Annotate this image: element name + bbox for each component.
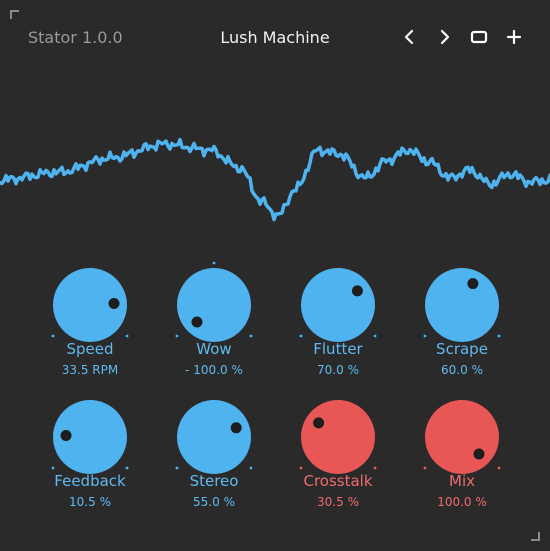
knob-indicator-dot bbox=[191, 316, 203, 328]
knob-indicator-dot bbox=[473, 448, 485, 460]
mix-knob-control[interactable] bbox=[417, 392, 507, 482]
knob-body bbox=[425, 400, 499, 474]
stereo-knob-control[interactable] bbox=[169, 392, 259, 482]
square-icon bbox=[470, 30, 488, 44]
knob-flutter: Flutter 70.0 % bbox=[283, 260, 393, 390]
crosstalk-label: Crosstalk bbox=[303, 472, 373, 490]
chevron-right-icon bbox=[440, 29, 450, 45]
stereo-value: 55.0 % bbox=[193, 495, 235, 509]
chevron-left-icon bbox=[404, 29, 414, 45]
knob-mix: Mix 100.0 % bbox=[407, 392, 517, 522]
next-preset-button[interactable] bbox=[432, 25, 456, 49]
knob-indicator-dot bbox=[467, 278, 479, 290]
feedback-value: 10.5 % bbox=[69, 495, 111, 509]
mix-label: Mix bbox=[449, 472, 475, 490]
knob-indicator-dot bbox=[108, 298, 120, 309]
knob-body bbox=[425, 268, 499, 342]
knob-body bbox=[301, 268, 375, 342]
wow-value: - 100.0 % bbox=[185, 363, 243, 377]
resize-corner-top-left bbox=[10, 10, 19, 19]
knob-scrape: Scrape 60.0 % bbox=[407, 260, 517, 390]
knob-stereo: Stereo 55.0 % bbox=[159, 392, 269, 522]
resize-corner-bottom-right[interactable] bbox=[531, 532, 540, 541]
waveform-display bbox=[0, 137, 550, 222]
knob-wow: Wow - 100.0 % bbox=[159, 260, 269, 390]
knob-max-tick bbox=[249, 334, 253, 338]
window-button[interactable] bbox=[467, 25, 491, 49]
knob-min-tick bbox=[175, 466, 179, 470]
knob-min-tick bbox=[299, 334, 303, 338]
add-preset-button[interactable] bbox=[502, 25, 526, 49]
knob-min-tick bbox=[299, 466, 303, 470]
knob-max-tick bbox=[373, 466, 377, 470]
knob-body bbox=[177, 268, 251, 342]
knob-max-tick bbox=[373, 334, 377, 338]
knob-body bbox=[53, 268, 127, 342]
knob-min-tick bbox=[423, 334, 427, 338]
scrape-label: Scrape bbox=[436, 340, 488, 358]
knob-feedback: Feedback 10.5 % bbox=[35, 392, 145, 522]
scrape-value: 60.0 % bbox=[441, 363, 483, 377]
waveform-line bbox=[0, 137, 550, 222]
feedback-knob-control[interactable] bbox=[45, 392, 135, 482]
wow-knob-control[interactable] bbox=[169, 260, 259, 350]
crosstalk-knob-control[interactable] bbox=[293, 392, 383, 482]
flutter-knob-control[interactable] bbox=[293, 260, 383, 350]
knob-crosstalk: Crosstalk 30.5 % bbox=[283, 392, 393, 522]
knob-body bbox=[301, 400, 375, 474]
mix-value: 100.0 % bbox=[437, 495, 487, 509]
flutter-value: 70.0 % bbox=[317, 363, 359, 377]
flutter-label: Flutter bbox=[313, 340, 363, 358]
wow-label: Wow bbox=[196, 340, 232, 358]
knob-body bbox=[53, 400, 127, 474]
prev-preset-button[interactable] bbox=[398, 25, 422, 49]
speed-value: 33.5 RPM bbox=[61, 363, 119, 377]
app-name: Stator 1.0.0 bbox=[28, 28, 123, 47]
feedback-label: Feedback bbox=[54, 472, 126, 490]
stereo-label: Stereo bbox=[189, 472, 239, 490]
knob-max-tick bbox=[249, 466, 253, 470]
knob-max-tick bbox=[497, 334, 501, 338]
plus-icon bbox=[506, 29, 522, 45]
knob-min-tick bbox=[51, 334, 55, 338]
scrape-knob-control[interactable] bbox=[417, 260, 507, 350]
knob-min-tick bbox=[175, 334, 179, 338]
knob-indicator-dot bbox=[313, 417, 325, 429]
knob-body bbox=[177, 400, 251, 474]
preset-name[interactable]: Lush Machine bbox=[220, 28, 330, 47]
knob-max-tick bbox=[125, 466, 129, 470]
knob-indicator-dot bbox=[60, 430, 72, 441]
knob-max-tick bbox=[125, 334, 129, 338]
knob-indicator-dot bbox=[230, 422, 242, 434]
knob-min-tick bbox=[51, 466, 55, 470]
knob-max-tick bbox=[497, 466, 501, 470]
knob-min-tick bbox=[423, 466, 427, 470]
knob-indicator-dot bbox=[351, 285, 363, 297]
knob-center-tick bbox=[212, 261, 216, 265]
speed-knob-control[interactable] bbox=[45, 260, 135, 350]
crosstalk-value: 30.5 % bbox=[317, 495, 359, 509]
knob-speed: Speed 33.5 RPM bbox=[35, 260, 145, 390]
speed-label: Speed bbox=[66, 340, 114, 358]
